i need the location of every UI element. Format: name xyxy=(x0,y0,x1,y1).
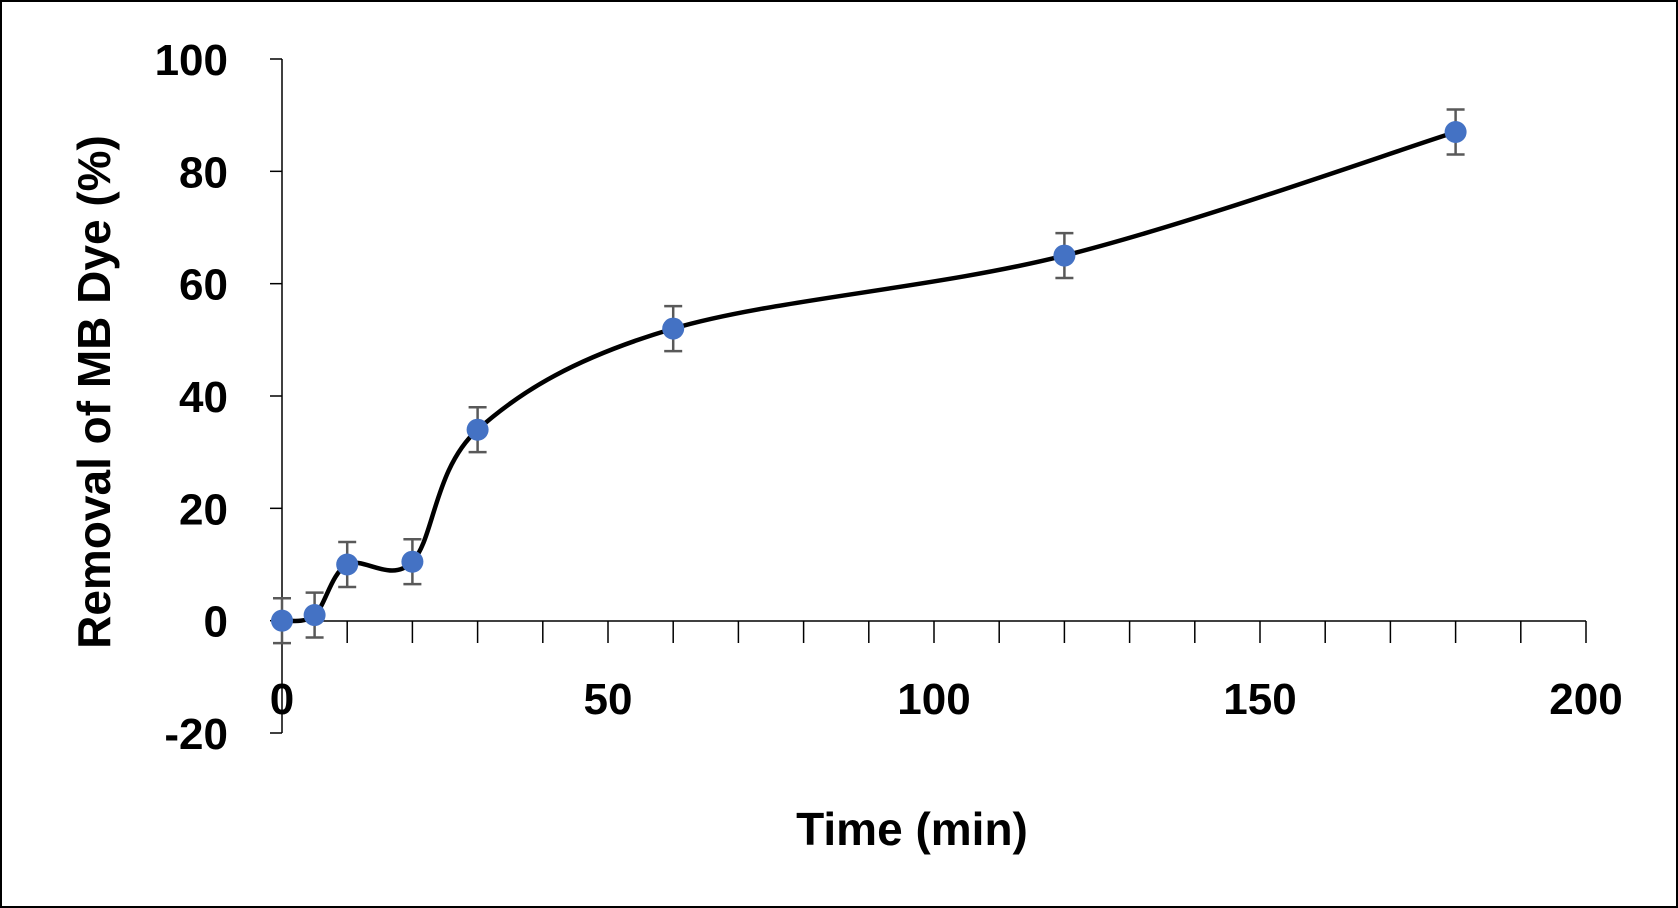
data-point xyxy=(271,609,293,632)
axes-layer xyxy=(270,58,1587,734)
x-tick-label: 200 xyxy=(1549,675,1622,724)
data-point xyxy=(1444,121,1467,144)
y-tick-label: -20 xyxy=(164,710,228,759)
x-tick-label: 0 xyxy=(270,675,294,724)
y-tick-label: 20 xyxy=(179,485,228,534)
data-point xyxy=(466,418,489,441)
data-point xyxy=(662,317,685,340)
x-tick-label: 150 xyxy=(1223,675,1296,724)
label-layer: -20 0 20 40 60 80 100 0 50 100 150 200 xyxy=(155,36,1623,759)
y-tick-label: 60 xyxy=(179,261,228,310)
data-point xyxy=(1053,244,1076,267)
curve-layer xyxy=(281,129,1457,624)
data-point xyxy=(401,550,424,573)
y-tick-label: 80 xyxy=(179,148,228,197)
y-axis-title: Removal of MB Dye (%) xyxy=(68,135,120,649)
x-axis-title: Time (min) xyxy=(796,803,1028,855)
y-tick-label: 0 xyxy=(204,598,228,647)
x-tick-label: 100 xyxy=(897,675,970,724)
marker-layer xyxy=(271,121,1467,632)
data-point xyxy=(303,604,326,627)
data-point xyxy=(336,553,359,576)
x-tick-label: 50 xyxy=(584,675,633,724)
y-tick-label: 40 xyxy=(179,373,228,422)
series-line xyxy=(281,129,1457,624)
y-tick-label: 100 xyxy=(155,36,228,85)
